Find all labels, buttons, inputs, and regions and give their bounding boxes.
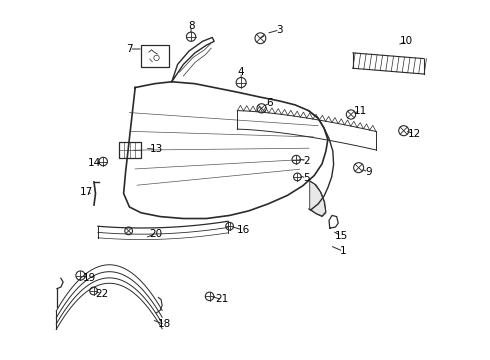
Text: 17: 17 xyxy=(80,186,93,197)
Text: 10: 10 xyxy=(400,36,414,46)
Text: 6: 6 xyxy=(267,98,273,108)
Text: 14: 14 xyxy=(88,158,101,168)
Text: 1: 1 xyxy=(340,246,346,256)
Text: 4: 4 xyxy=(238,67,245,77)
Text: 20: 20 xyxy=(149,229,162,239)
Text: 16: 16 xyxy=(237,225,250,235)
Text: 7: 7 xyxy=(126,44,133,54)
Text: 11: 11 xyxy=(354,105,367,116)
Text: 18: 18 xyxy=(157,319,171,329)
Text: 19: 19 xyxy=(82,273,96,283)
Text: 15: 15 xyxy=(335,231,348,241)
Text: 9: 9 xyxy=(365,167,371,177)
Bar xyxy=(119,142,141,158)
Text: 13: 13 xyxy=(150,144,163,154)
Text: 3: 3 xyxy=(276,25,283,35)
Text: 8: 8 xyxy=(188,21,195,31)
Bar xyxy=(141,45,169,67)
Text: 12: 12 xyxy=(408,129,421,139)
Text: 2: 2 xyxy=(303,156,310,166)
Text: 5: 5 xyxy=(303,173,310,183)
Text: 22: 22 xyxy=(95,289,108,299)
Text: 21: 21 xyxy=(215,294,228,305)
Polygon shape xyxy=(310,181,326,216)
